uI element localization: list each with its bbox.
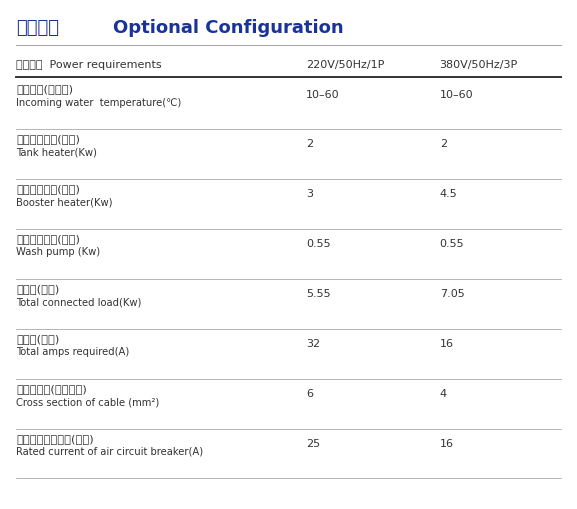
- Text: 10–60: 10–60: [440, 90, 473, 100]
- Text: Tank heater(Kw): Tank heater(Kw): [16, 148, 97, 158]
- Text: 总电流(安培): 总电流(安培): [16, 334, 59, 344]
- Text: Wash pump (Kw): Wash pump (Kw): [16, 247, 100, 258]
- Text: Rated current of air circuit breaker(A): Rated current of air circuit breaker(A): [16, 447, 203, 457]
- Text: 4.5: 4.5: [440, 189, 458, 200]
- Text: Optional Configuration: Optional Configuration: [113, 19, 343, 37]
- Text: 清洗水泵功率(千瓦): 清洗水泵功率(千瓦): [16, 234, 80, 244]
- Text: 16: 16: [440, 339, 454, 349]
- Text: 进水温度(摄氏度): 进水温度(摄氏度): [16, 84, 73, 95]
- Text: 水槽加热功率(千瓦): 水槽加热功率(千瓦): [16, 134, 80, 145]
- Text: 7.05: 7.05: [440, 289, 464, 299]
- Text: Booster heater(Kw): Booster heater(Kw): [16, 197, 113, 208]
- Text: 220V/50Hz/1P: 220V/50Hz/1P: [306, 60, 384, 70]
- Text: 4: 4: [440, 389, 447, 399]
- Text: 5.55: 5.55: [306, 289, 331, 299]
- Text: 25: 25: [306, 439, 320, 449]
- Text: 空气开关额定电流(安培): 空气开关额定电流(安培): [16, 434, 94, 444]
- Text: 漂洗加热功率(千瓦): 漂洗加热功率(千瓦): [16, 184, 80, 194]
- Text: 总功率(千瓦): 总功率(千瓦): [16, 284, 59, 294]
- Text: Total connected load(Kw): Total connected load(Kw): [16, 297, 141, 307]
- Text: 380V/50Hz/3P: 380V/50Hz/3P: [440, 60, 518, 70]
- Text: 6: 6: [306, 389, 313, 399]
- Text: Total amps required(A): Total amps required(A): [16, 347, 129, 357]
- Text: 2: 2: [440, 139, 447, 150]
- Text: 32: 32: [306, 339, 320, 349]
- Text: Cross section of cable (mm²): Cross section of cable (mm²): [16, 397, 159, 407]
- Text: Incoming water  temperature(℃): Incoming water temperature(℃): [16, 98, 181, 108]
- Text: 电源要求  Power requirements: 电源要求 Power requirements: [16, 60, 162, 70]
- Text: 电源线截面(平方毫米): 电源线截面(平方毫米): [16, 384, 87, 394]
- Text: 0.55: 0.55: [306, 239, 331, 249]
- Text: 16: 16: [440, 439, 454, 449]
- Text: 3: 3: [306, 189, 313, 200]
- Text: 10–60: 10–60: [306, 90, 339, 100]
- Text: 2: 2: [306, 139, 313, 150]
- Text: 可选配置: 可选配置: [16, 19, 59, 37]
- Text: 0.55: 0.55: [440, 239, 464, 249]
